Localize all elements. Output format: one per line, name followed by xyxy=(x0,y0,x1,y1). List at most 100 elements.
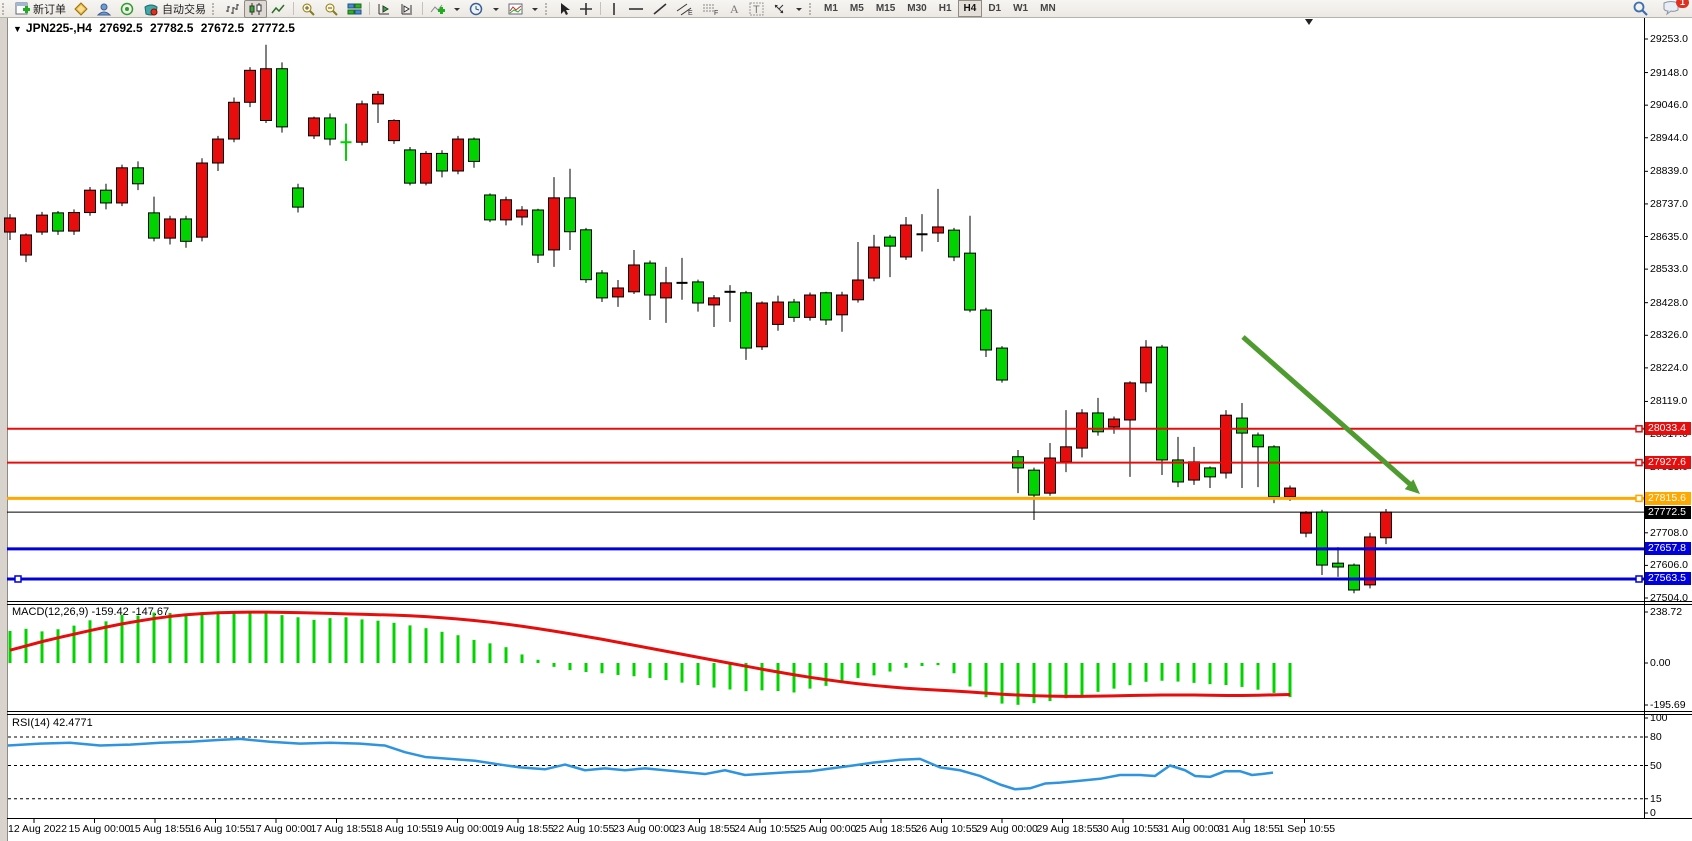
zoom-out-button[interactable] xyxy=(320,0,343,18)
new-order-label: 新订单 xyxy=(33,3,66,16)
rsi-axis-tick: 80 xyxy=(1650,731,1662,743)
templates-dropdown[interactable] xyxy=(527,0,543,18)
chart-shift-button[interactable] xyxy=(396,0,419,18)
time-axis-label: 25 Aug 00:00 xyxy=(794,823,857,835)
price-line-label: 27927.6 xyxy=(1645,456,1691,470)
rsi-axis-tick: 15 xyxy=(1650,792,1662,805)
time-axis-label: 31 Aug 00:00 xyxy=(1157,823,1220,835)
indicators-dropdown[interactable] xyxy=(449,0,465,18)
vertical-line-button[interactable] xyxy=(604,0,624,18)
zoom-in-button[interactable] xyxy=(297,0,320,18)
text-label-button[interactable]: T xyxy=(745,0,768,18)
svg-text:T: T xyxy=(753,4,760,16)
cursor-button[interactable] xyxy=(554,0,575,18)
price-axis-tick: 29253.0 xyxy=(1650,33,1688,45)
timeframe-m5[interactable]: M5 xyxy=(849,3,864,14)
zoom-out-icon xyxy=(325,3,338,16)
search-button[interactable] xyxy=(1629,0,1653,18)
line-chart-button[interactable] xyxy=(267,0,290,18)
time-axis-label: 30 Aug 10:55 xyxy=(1097,823,1159,835)
timeframe-mn[interactable]: MN xyxy=(1040,3,1056,14)
time-axis-label: 22 Aug 10:55 xyxy=(552,823,615,835)
timeframe-h1[interactable]: H1 xyxy=(938,3,952,14)
equidistant-channel-icon: E xyxy=(676,3,693,16)
text-label-icon: T xyxy=(749,2,764,16)
price-axis-tick: 27606.0 xyxy=(1650,559,1688,572)
fibonacci-button[interactable]: F xyxy=(698,0,724,18)
symbol-period: JPN225-,H4 xyxy=(25,21,92,35)
timeframe-h4[interactable]: H4 xyxy=(957,0,983,17)
trendline-icon xyxy=(653,2,667,15)
time-axis-label: 19 Aug 18:55 xyxy=(492,823,554,835)
time-axis-label: 24 Aug 10:55 xyxy=(734,823,796,835)
tile-windows-button[interactable] xyxy=(343,0,366,18)
auto-scroll-icon xyxy=(378,3,389,14)
chart-shift-icon xyxy=(401,3,412,14)
time-axis-label: 25 Aug 18:55 xyxy=(855,823,917,835)
arrows-button[interactable] xyxy=(768,0,791,18)
indicators-button[interactable] xyxy=(426,0,449,18)
rsi-label: RSI(14) 42.4771 xyxy=(12,717,93,729)
timeframe-m1[interactable]: M1 xyxy=(824,3,838,14)
autotrading-icon xyxy=(144,4,158,15)
macd-axis-max: 238.72 xyxy=(1650,606,1683,618)
timeframe-w1[interactable]: W1 xyxy=(1013,3,1029,14)
gold-diamond-button[interactable] xyxy=(70,0,93,18)
equidistant-channel-button[interactable]: E xyxy=(672,0,698,18)
time-axis-label: 17 Aug 18:55 xyxy=(310,823,373,835)
price-axis-tick: 28326.0 xyxy=(1650,329,1688,342)
timeframe-d1[interactable]: D1 xyxy=(988,3,1002,14)
trendline-button[interactable] xyxy=(648,0,672,18)
templates-button[interactable] xyxy=(504,0,527,18)
price-axis-tick: 28839.0 xyxy=(1650,165,1688,178)
toolbar-separator xyxy=(369,2,370,15)
candlestick-chart-icon xyxy=(249,2,262,15)
main-toolbar: 新订单 自动交易 xyxy=(0,0,1692,18)
price-axis-tick: 28428.0 xyxy=(1650,296,1688,309)
price-axis-tick: 28533.0 xyxy=(1650,263,1688,276)
indicators-icon xyxy=(430,4,445,14)
time-axis-label: 29 Aug 00:00 xyxy=(976,823,1038,835)
chat-button[interactable]: 1 xyxy=(1659,0,1689,18)
price-axis-tick: 28635.0 xyxy=(1650,230,1688,243)
time-axis-label: 17 Aug 00:00 xyxy=(250,823,312,835)
auto-scroll-button[interactable] xyxy=(373,0,396,18)
time-axis-label: 18 Aug 10:55 xyxy=(371,823,433,835)
price-line-label: 27657.8 xyxy=(1645,542,1691,556)
rsi-axis-tick: 100 xyxy=(1650,712,1668,724)
price-axis-tick: 29148.0 xyxy=(1650,66,1688,79)
macd-signal-value: -147.67 xyxy=(131,606,170,618)
rsi-value: 42.4771 xyxy=(52,717,93,729)
gold-diamond-icon xyxy=(74,1,88,16)
time-axis-label: 26 Aug 10:55 xyxy=(915,823,978,835)
crosshair-button[interactable] xyxy=(575,0,597,18)
profile-button[interactable] xyxy=(93,0,116,18)
periods-button[interactable] xyxy=(465,0,488,18)
chevron-down-icon xyxy=(493,7,499,11)
autotrading-button[interactable]: 自动交易 xyxy=(139,0,210,18)
arrows-dropdown[interactable] xyxy=(791,0,807,18)
connection-icon xyxy=(120,2,134,15)
price-axis-tick: 27504.0 xyxy=(1650,592,1688,604)
chevron-down-icon xyxy=(454,7,460,11)
macd-axis-zero: 0.00 xyxy=(1650,657,1671,669)
macd-axis-min: -195.69 xyxy=(1650,699,1686,711)
text-button[interactable]: A xyxy=(724,0,745,18)
periods-dropdown[interactable] xyxy=(488,0,504,18)
chevron-down-icon[interactable]: ▼ xyxy=(13,24,22,34)
toolbar-separator xyxy=(422,2,423,15)
connection-button[interactable] xyxy=(116,0,139,18)
toolbar-grip xyxy=(212,2,219,15)
new-order-button[interactable]: 新订单 xyxy=(11,0,70,18)
timeframe-m15[interactable]: M15 xyxy=(875,3,896,14)
timeframe-m30[interactable]: M30 xyxy=(907,3,927,14)
candlestick-chart-button[interactable] xyxy=(244,0,267,18)
bar-chart-button[interactable] xyxy=(221,0,244,18)
zoom-in-icon xyxy=(302,3,315,16)
crosshair-icon xyxy=(580,2,592,15)
autotrading-label: 自动交易 xyxy=(162,3,206,16)
horizontal-line-button[interactable] xyxy=(624,0,648,18)
rsi-axis-tick: 50 xyxy=(1650,759,1662,772)
time-axis-label: 1 Sep 10:55 xyxy=(1278,823,1336,835)
